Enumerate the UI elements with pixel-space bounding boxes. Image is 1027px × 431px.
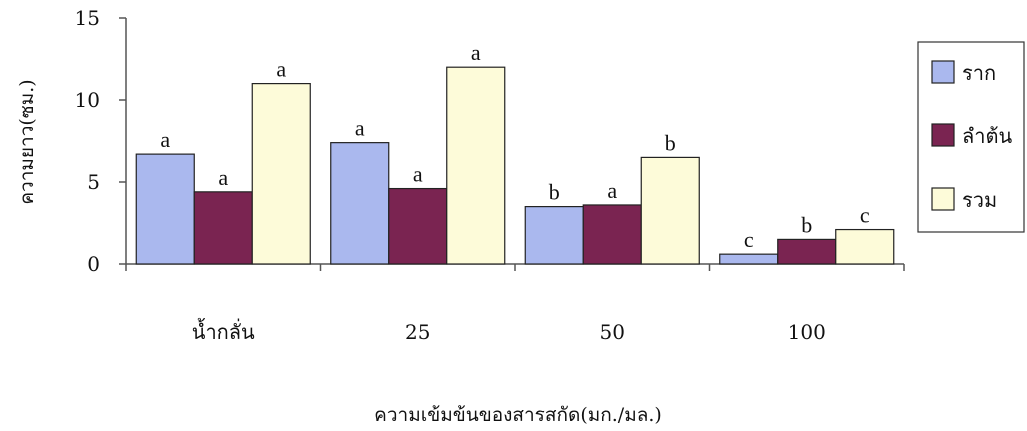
bar [193, 191, 253, 265]
bar [777, 238, 837, 265]
bar [251, 82, 311, 265]
bar-data-label: c [744, 227, 754, 252]
bar [640, 156, 700, 265]
legend-swatch [931, 123, 955, 147]
bar [719, 253, 779, 265]
bar-data-label: a [471, 40, 481, 65]
x-tick-label: 25 [405, 320, 430, 344]
data-labels: a a a a a a b a b c b c [160, 40, 870, 252]
y-tick-label: 5 [87, 170, 100, 194]
x-axis-title: ความเข้มข้นของสารสกัด(มก./มล.) [374, 404, 662, 426]
bar-data-label: a [607, 178, 617, 203]
bar-data-label: a [355, 116, 365, 141]
bar [446, 66, 506, 265]
bar-data-label: a [160, 127, 170, 152]
y-ticks: 0 5 10 15 [75, 6, 126, 276]
bar [135, 153, 195, 265]
x-tick-label: 100 [788, 320, 826, 344]
legend-label: รวม [962, 188, 997, 212]
legend-swatch [931, 187, 955, 211]
y-axis-title: ความยาว(ซม.) [16, 79, 38, 204]
bar-data-label: c [860, 203, 870, 228]
bar [582, 204, 642, 265]
bar-data-label: b [549, 180, 560, 205]
bar-data-label: a [413, 162, 423, 187]
bar [835, 228, 895, 265]
x-ticks: น้ำกลั่น 25 50 100 [125, 264, 905, 344]
legend-label: ราก [962, 61, 996, 85]
y-tick-label: 10 [75, 88, 100, 112]
y-tick-label: 15 [75, 6, 100, 30]
x-tick-label: น้ำกลั่น [192, 318, 255, 344]
x-tick-label: 50 [600, 320, 625, 344]
legend-label: ลำต้น [962, 124, 1012, 148]
y-tick-label: 0 [87, 252, 100, 276]
bar [388, 187, 448, 265]
legend-swatch [931, 60, 955, 84]
bars [135, 66, 895, 265]
bar [330, 142, 390, 265]
bar-data-label: a [276, 57, 286, 82]
bar [524, 206, 584, 265]
bar-data-label: b [801, 212, 812, 237]
bar-data-label: a [218, 165, 228, 190]
bar-data-label: b [665, 130, 676, 155]
